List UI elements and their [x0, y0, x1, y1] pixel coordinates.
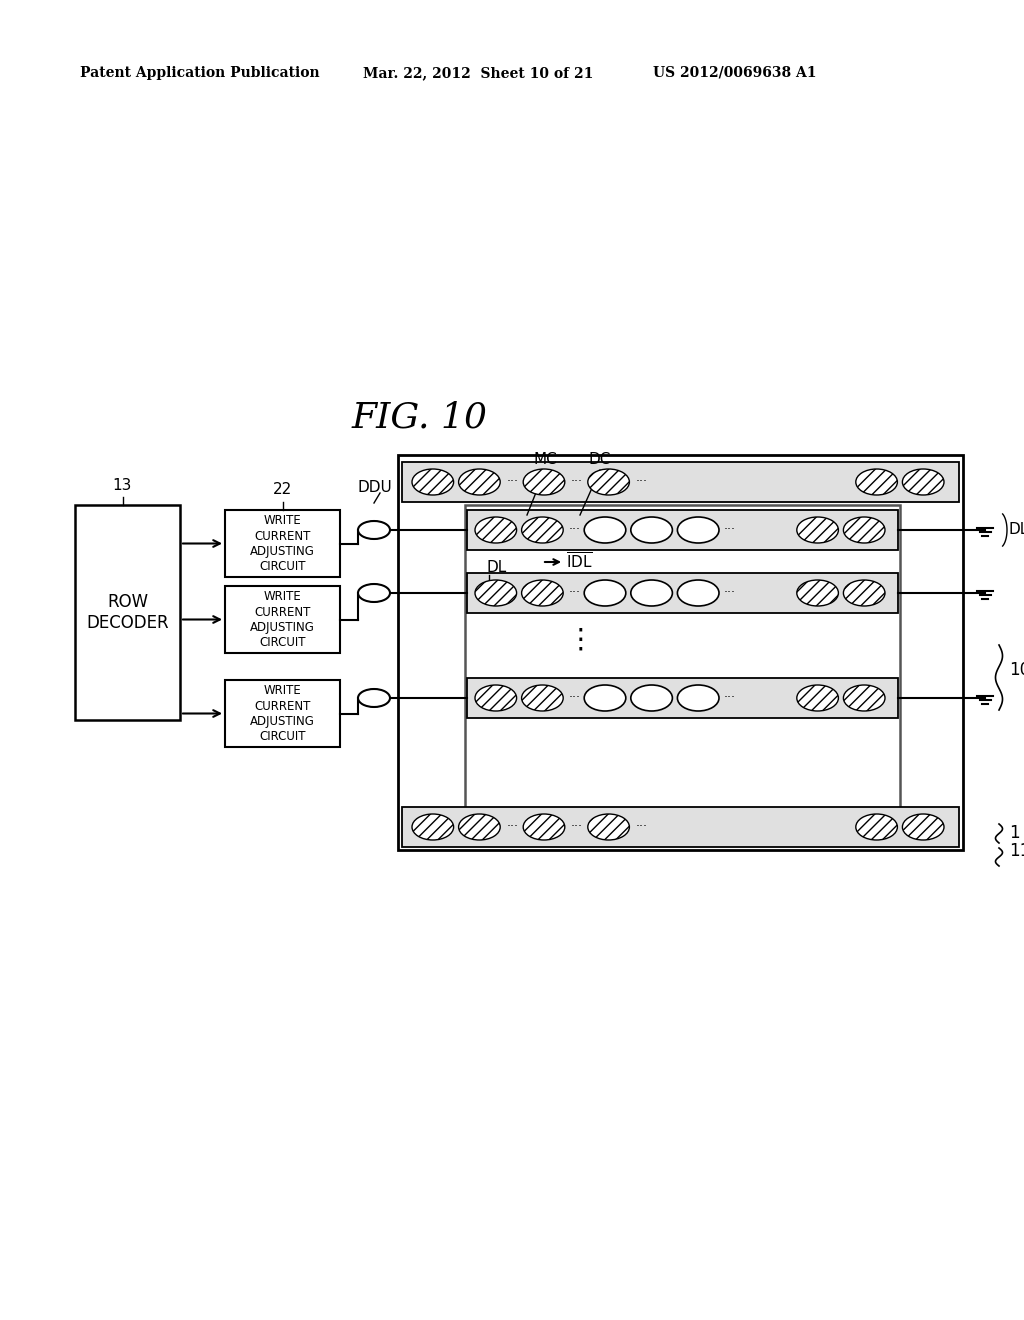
Text: DDU: DDU: [357, 479, 392, 495]
Ellipse shape: [844, 685, 885, 711]
Ellipse shape: [844, 517, 885, 543]
Ellipse shape: [631, 579, 673, 606]
Bar: [467, 678, 898, 718]
Text: MC: MC: [534, 453, 557, 467]
Ellipse shape: [678, 579, 719, 606]
Text: ···: ···: [568, 524, 581, 536]
Text: 22: 22: [272, 483, 292, 498]
Text: ROW
DECODER: ROW DECODER: [86, 593, 169, 632]
Text: 1: 1: [1009, 824, 1020, 842]
Text: Patent Application Publication: Patent Application Publication: [80, 66, 319, 81]
Ellipse shape: [475, 517, 516, 543]
Text: ⋮: ⋮: [566, 626, 594, 653]
Text: DL: DL: [486, 560, 506, 574]
Ellipse shape: [523, 814, 565, 840]
Bar: [402, 807, 959, 847]
Ellipse shape: [902, 814, 944, 840]
Text: FIG. 10: FIG. 10: [352, 401, 488, 436]
Text: DC: DC: [589, 453, 611, 467]
Text: ···: ···: [724, 586, 736, 599]
Bar: [467, 573, 898, 612]
Ellipse shape: [412, 814, 454, 840]
Bar: [225, 680, 340, 747]
Ellipse shape: [523, 469, 565, 495]
Text: ···: ···: [570, 475, 583, 488]
Ellipse shape: [521, 685, 563, 711]
Ellipse shape: [797, 517, 839, 543]
Ellipse shape: [521, 517, 563, 543]
Ellipse shape: [521, 579, 563, 606]
Ellipse shape: [358, 521, 390, 539]
Text: ···: ···: [568, 692, 581, 705]
Ellipse shape: [856, 814, 897, 840]
Text: ···: ···: [896, 525, 907, 535]
Text: ···: ···: [896, 587, 907, 598]
Text: DL: DL: [1009, 523, 1024, 537]
Ellipse shape: [678, 685, 719, 711]
Text: ···: ···: [568, 586, 581, 599]
Text: $\overline{\rm IDL}$: $\overline{\rm IDL}$: [566, 552, 593, 572]
Ellipse shape: [588, 814, 630, 840]
Text: US 2012/0069638 A1: US 2012/0069638 A1: [653, 66, 816, 81]
Ellipse shape: [475, 685, 516, 711]
Text: ···: ···: [636, 475, 647, 488]
Text: 11: 11: [1009, 842, 1024, 861]
Ellipse shape: [631, 685, 673, 711]
Bar: [225, 586, 340, 653]
Bar: [225, 510, 340, 577]
Ellipse shape: [459, 814, 500, 840]
Ellipse shape: [358, 689, 390, 708]
Ellipse shape: [797, 579, 839, 606]
Ellipse shape: [902, 469, 944, 495]
Ellipse shape: [678, 517, 719, 543]
Text: 10: 10: [1009, 661, 1024, 678]
Text: Mar. 22, 2012  Sheet 10 of 21: Mar. 22, 2012 Sheet 10 of 21: [362, 66, 593, 81]
Ellipse shape: [631, 517, 673, 543]
Ellipse shape: [797, 685, 839, 711]
Ellipse shape: [475, 579, 516, 606]
Text: WRITE
CURRENT
ADJUSTING
CIRCUIT: WRITE CURRENT ADJUSTING CIRCUIT: [250, 590, 315, 648]
Text: ···: ···: [636, 821, 647, 833]
Ellipse shape: [856, 469, 897, 495]
Text: WRITE
CURRENT
ADJUSTING
CIRCUIT: WRITE CURRENT ADJUSTING CIRCUIT: [250, 515, 315, 573]
Ellipse shape: [585, 517, 626, 543]
Bar: [465, 506, 900, 825]
Bar: [467, 510, 898, 550]
Bar: [398, 455, 963, 850]
Text: ···: ···: [896, 693, 907, 704]
Text: ···: ···: [570, 821, 583, 833]
Ellipse shape: [844, 579, 885, 606]
Ellipse shape: [459, 469, 500, 495]
Text: ···: ···: [506, 475, 518, 488]
Ellipse shape: [585, 579, 626, 606]
Bar: [75, 506, 180, 719]
Ellipse shape: [588, 469, 630, 495]
Text: 13: 13: [113, 478, 132, 492]
Bar: [402, 462, 959, 502]
Text: ···: ···: [724, 692, 736, 705]
Text: WRITE
CURRENT
ADJUSTING
CIRCUIT: WRITE CURRENT ADJUSTING CIRCUIT: [250, 685, 315, 742]
Text: ···: ···: [724, 524, 736, 536]
Ellipse shape: [358, 583, 390, 602]
Ellipse shape: [585, 685, 626, 711]
Text: ···: ···: [506, 821, 518, 833]
Ellipse shape: [412, 469, 454, 495]
